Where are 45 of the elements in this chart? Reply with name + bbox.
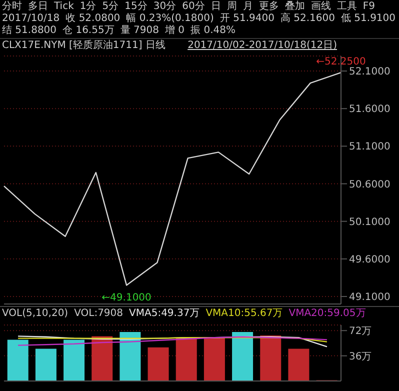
text: 1分: [80, 1, 96, 13]
y-tick-label: 49.1000: [349, 292, 390, 304]
series-label: VMA5:49.37万: [129, 308, 200, 320]
text: 开 51.9400: [220, 13, 274, 25]
annotation: ←52.2500: [316, 56, 366, 68]
text: 画线: [310, 1, 331, 13]
y-tick-label: 51.6000: [349, 104, 390, 116]
text: VOL:7908: [74, 308, 124, 320]
y-tick-label: 50.6000: [349, 179, 390, 190]
text: 15分: [124, 1, 148, 13]
chart-title: CLX17E.NYM [轻质原油1711] 日线: [2, 40, 166, 52]
text: 5分: [102, 1, 119, 13]
text: 幅 0.23%(0.1800): [126, 13, 214, 25]
text: 60分: [182, 1, 205, 13]
text: 量 7908: [120, 25, 159, 37]
text: 结 51.8800: [2, 25, 57, 37]
text: 振 0.48%: [190, 25, 236, 37]
series-label: VMA20:59.05万: [288, 308, 366, 320]
text: 分时: [2, 1, 22, 13]
text: 30分: [153, 1, 176, 13]
text: 多日: [28, 1, 48, 13]
y-tick-label: 72万: [349, 326, 372, 338]
text: 日: [210, 1, 221, 13]
text: Tick: [54, 1, 74, 13]
y-tick-label: 49.6000: [349, 254, 390, 266]
y-tick-label: 51.1000: [349, 142, 390, 153]
y-tick-label: 50.1000: [349, 216, 390, 228]
text: 高 52.1600: [280, 13, 335, 25]
chart-subtitle: 2017/10/02-2017/10/18(12日): [188, 40, 337, 52]
text: 增 0: [164, 25, 185, 37]
text: 低 51.9100: [340, 13, 396, 25]
chart-title: VOL(5,10,20): [2, 308, 68, 320]
text: 2017/10/18: [2, 13, 60, 24]
text: 工具: [336, 1, 357, 13]
y-tick-label: 36万: [349, 351, 372, 362]
text: 月: [242, 1, 253, 13]
text: 仓 16.55万: [62, 25, 114, 37]
text: 叠加: [284, 1, 305, 12]
text: 周: [226, 1, 237, 13]
annotation: ←49.1000: [102, 292, 152, 304]
text: 更多: [258, 1, 279, 13]
text: F9: [362, 1, 375, 13]
text: 收 52.0800: [66, 13, 120, 25]
y-tick-label: 52.1000: [349, 66, 390, 78]
series-label: VMA10:55.67万: [206, 308, 283, 320]
